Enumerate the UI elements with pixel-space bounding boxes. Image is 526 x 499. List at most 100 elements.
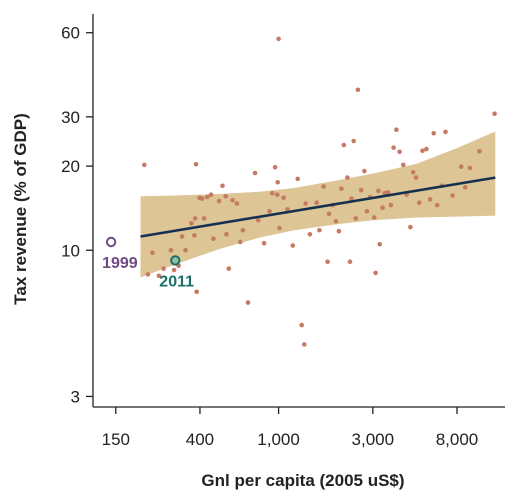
data-point [353, 216, 359, 221]
data-point [272, 165, 278, 170]
data-point [145, 272, 151, 277]
data-point [302, 342, 307, 347]
data-point [168, 248, 174, 253]
data-point [321, 184, 326, 189]
data-point [388, 202, 394, 208]
x-tick-label: 3,000 [352, 430, 395, 449]
data-point [394, 127, 399, 132]
data-point [220, 183, 225, 189]
data-point [391, 145, 396, 150]
data-point [450, 193, 455, 198]
data-point [183, 248, 188, 253]
data-point [371, 215, 377, 220]
annotation-marker [170, 255, 181, 266]
data-point [345, 175, 350, 180]
axes-layer: 3 10 20 30 60 150 400 1,000 3,000 8,000 [61, 14, 505, 449]
x-tick-label: 1,000 [257, 430, 300, 449]
data-point [358, 187, 364, 193]
annotation-label: 1999 [102, 255, 138, 272]
data-point [224, 232, 229, 237]
data-point [401, 162, 406, 168]
data-point [364, 208, 370, 214]
data-point [226, 266, 232, 271]
data-point [434, 202, 440, 208]
data-point [333, 218, 339, 224]
data-point [189, 220, 194, 226]
data-point [314, 200, 320, 205]
data-point [424, 146, 429, 152]
data-point [267, 208, 272, 214]
data-point [377, 242, 383, 247]
data-point [156, 273, 162, 279]
data-point [150, 250, 155, 255]
y-tick-label: 60 [61, 24, 80, 43]
x-tick-label: 8,000 [436, 430, 479, 449]
data-point [277, 225, 282, 231]
data-point [295, 176, 301, 182]
data-points-layer [142, 36, 497, 347]
data-point [193, 162, 199, 167]
data-point [373, 270, 378, 276]
data-point [208, 192, 214, 197]
data-point [355, 87, 361, 93]
data-point [270, 190, 275, 196]
x-tick-label: 150 [102, 430, 130, 449]
data-point [307, 232, 313, 237]
data-point [216, 198, 222, 204]
annotation-marker [105, 236, 117, 248]
x-tick-label: 400 [186, 430, 214, 449]
data-point [380, 205, 385, 210]
data-point [285, 207, 290, 212]
data-point [230, 197, 235, 203]
data-point [303, 201, 308, 206]
data-point [351, 138, 357, 144]
data-point [161, 266, 166, 271]
data-point [194, 289, 199, 295]
data-point [443, 129, 448, 135]
data-point [201, 216, 207, 221]
y-tick-label: 3 [71, 387, 80, 406]
data-point [252, 170, 258, 176]
data-point [211, 236, 216, 241]
data-point [341, 142, 347, 148]
y-tick-label: 20 [61, 157, 80, 176]
data-point [462, 185, 468, 190]
data-point [240, 227, 246, 233]
data-point [317, 227, 322, 233]
data-point [234, 201, 240, 206]
data-point [413, 175, 419, 180]
data-point [142, 162, 147, 168]
data-point [397, 149, 402, 155]
data-point [458, 164, 464, 169]
data-point [325, 259, 330, 265]
data-point [408, 224, 413, 230]
annotation-label: 2011 [159, 273, 194, 290]
data-point [416, 200, 422, 205]
data-point [410, 170, 416, 175]
data-point [192, 216, 198, 221]
y-tick-label: 10 [61, 241, 80, 260]
x-axis-title: Gnl per capita (2005 uS$) [201, 471, 404, 490]
y-axis-title: Tax revenue (% of GDP) [11, 113, 30, 304]
data-point [245, 300, 251, 305]
data-point [427, 197, 433, 202]
fit-line [140, 176, 496, 238]
data-point [492, 111, 497, 116]
data-point [261, 240, 267, 246]
data-point [467, 165, 473, 171]
data-point [347, 259, 353, 265]
data-point [477, 149, 482, 154]
fit-line-layer [140, 176, 496, 238]
data-point [326, 211, 332, 217]
data-point [223, 194, 228, 199]
data-point [192, 233, 197, 238]
data-point [299, 322, 305, 328]
data-point [376, 188, 381, 194]
data-point [199, 196, 205, 201]
data-point [204, 194, 210, 200]
data-point [339, 186, 344, 191]
annotations-layer: 1999 2011 [102, 236, 194, 290]
data-point [336, 228, 342, 234]
data-point [238, 239, 243, 245]
